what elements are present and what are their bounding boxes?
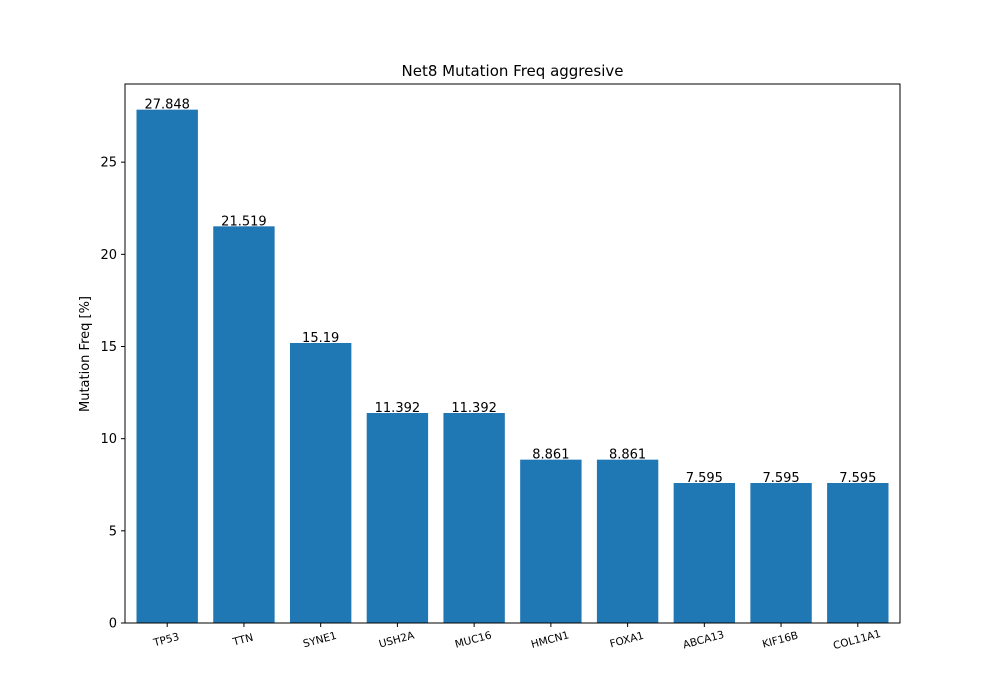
value-label-tp53: 27.848 xyxy=(144,98,190,113)
y-tick-label-10: 10 xyxy=(100,432,117,447)
x-tick-label-kif16b: KIF16B xyxy=(761,630,799,651)
value-label-ttn: 21.519 xyxy=(221,214,267,229)
y-tick-label-15: 15 xyxy=(100,340,117,355)
x-tick-label-syne1: SYNE1 xyxy=(302,630,338,650)
y-axis-label: Mutation Freq [%] xyxy=(78,296,93,412)
y-tick-label-25: 25 xyxy=(100,156,117,171)
bar-abca13 xyxy=(673,482,736,623)
value-label-kif16b: 7.595 xyxy=(762,471,799,486)
x-tick-label-muc16: MUC16 xyxy=(454,629,494,650)
value-label-syne1: 15.19 xyxy=(302,331,339,346)
bar-ttn xyxy=(213,226,275,623)
y-tick-label-0: 0 xyxy=(109,617,117,632)
bars-layer xyxy=(136,109,889,623)
value-label-abca13: 7.595 xyxy=(686,471,723,486)
value-label-muc16: 11.392 xyxy=(451,401,497,416)
x-tick-label-abca13: ABCA13 xyxy=(682,629,726,651)
bar-ush2a xyxy=(366,413,429,623)
bar-kif16b xyxy=(750,482,812,623)
y-tick-label-5: 5 xyxy=(109,524,117,539)
value-label-col11a1: 7.595 xyxy=(839,471,876,486)
bar-muc16 xyxy=(443,413,505,623)
bar-hmcn1 xyxy=(520,459,582,623)
bar-foxa1 xyxy=(596,459,659,623)
value-labels-layer: 27.848 21.519 15.19 11.392 11.392 8.861 8.861 7… xyxy=(144,98,876,486)
value-label-ush2a: 11.392 xyxy=(375,401,421,416)
bar-col11a1 xyxy=(827,482,889,623)
plot-frame xyxy=(124,83,901,624)
chart-title: Net8 Mutation Freq aggresive xyxy=(402,62,624,80)
y-axis: 0 5 10 15 20 25 xyxy=(100,156,125,632)
x-tick-label-hmcn1: HMCN1 xyxy=(530,629,571,651)
x-tick-label-ttn: TTN xyxy=(231,632,255,649)
value-label-hmcn1: 8.861 xyxy=(532,448,569,463)
bar-tp53 xyxy=(136,109,198,623)
bar-syne1 xyxy=(289,342,352,623)
x-axis: TP53 TTN SYNE1 USH2A MUC16 HMCN1 FOXA1 ABCA13 KI… xyxy=(151,623,882,652)
x-tick-label-col11a1: COL11A1 xyxy=(832,628,882,652)
x-tick-label-tp53: TP53 xyxy=(151,631,180,650)
value-label-foxa1: 8.861 xyxy=(609,448,646,463)
x-tick-label-ush2a: USH2A xyxy=(378,629,417,650)
x-tick-label-foxa1: FOXA1 xyxy=(609,630,646,651)
y-tick-label-20: 20 xyxy=(100,248,117,263)
